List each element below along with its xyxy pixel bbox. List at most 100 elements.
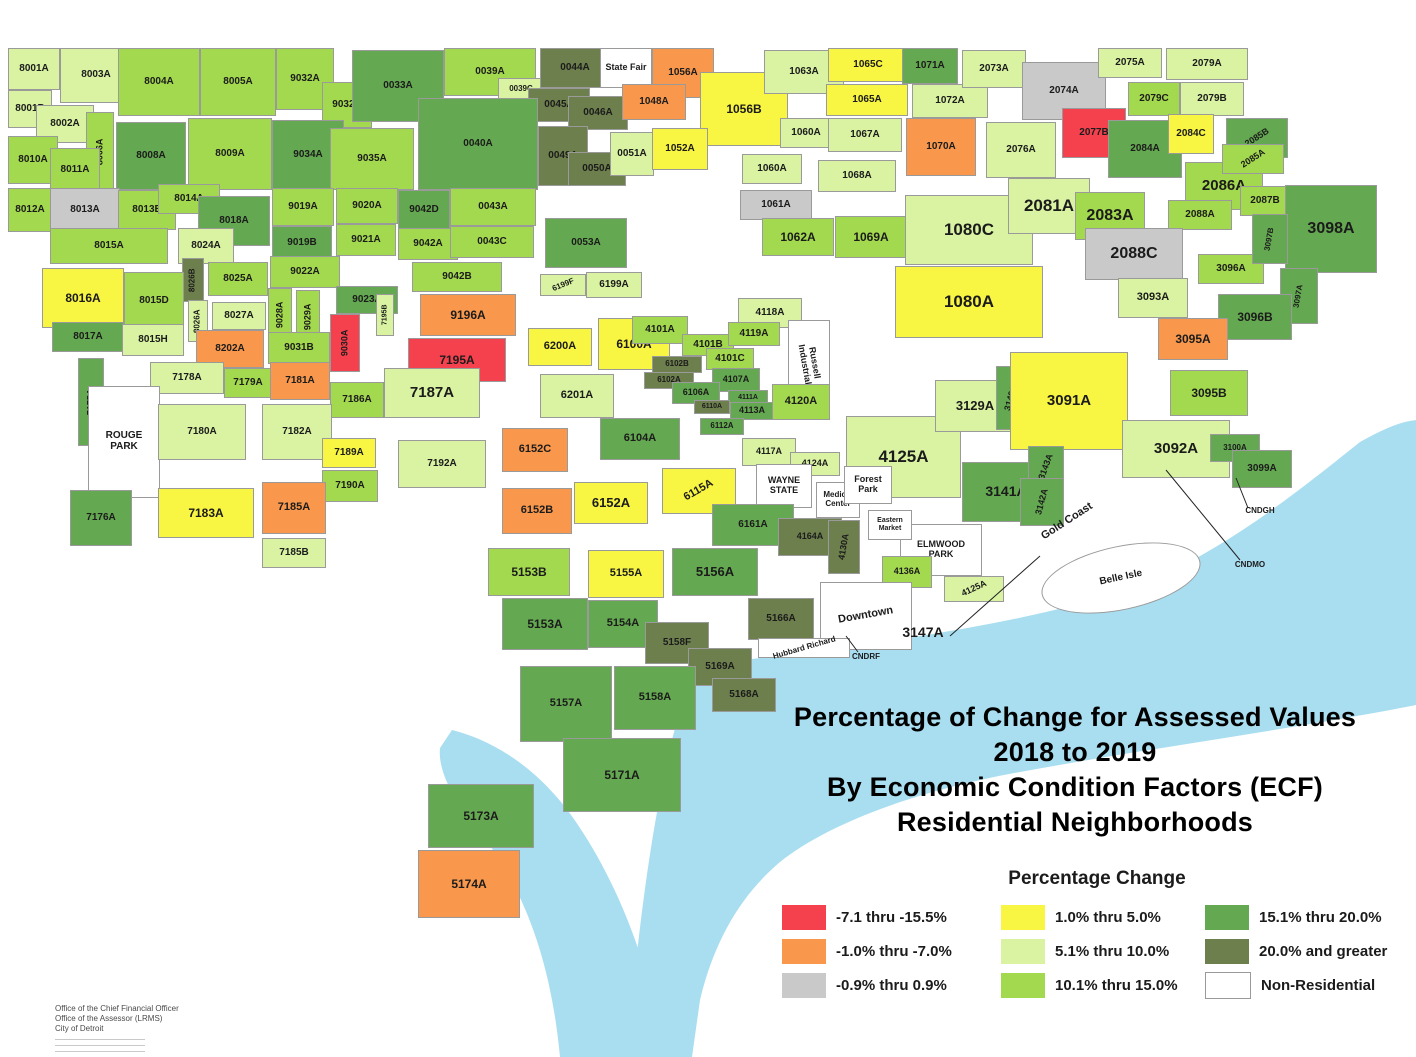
map-region-label: 4101B xyxy=(693,338,723,350)
map-region-label: 5154A xyxy=(606,617,640,630)
map-region-1072a: 1072A xyxy=(912,84,988,118)
map-region-label: 8014A xyxy=(174,192,204,204)
legend-item: -7.1 thru -15.5% xyxy=(782,900,997,934)
attribution-fine-print xyxy=(55,1048,145,1052)
map-region-label: 6106A xyxy=(682,387,710,398)
map-region-5156a: 5156A xyxy=(672,548,758,596)
map-region-label: 9030A xyxy=(339,329,350,357)
map-region-8026b: 8026B xyxy=(182,258,204,302)
map-region-7178a: 7178A xyxy=(150,362,224,394)
map-region-label: 2086A xyxy=(1201,176,1247,194)
map-region-label: 7183A xyxy=(188,505,224,520)
map-region-label: 3097A xyxy=(1291,283,1305,309)
map-region-label: 2076A xyxy=(1006,143,1036,155)
legend-label: 15.1% thru 20.0% xyxy=(1259,908,1382,926)
map-region-label: 6110A xyxy=(701,403,723,411)
map-region-label: 8027A xyxy=(224,309,254,321)
map-region-label: 9042A xyxy=(413,237,443,249)
map-region-label: 3141A xyxy=(985,483,1027,500)
map-region-label: 6115A xyxy=(681,477,716,504)
map-region-4101a: 4101A xyxy=(632,316,688,344)
map-region-label: Eastern Market xyxy=(877,517,903,532)
map-region-label: 6200A xyxy=(543,340,577,353)
map-region-label: 9021A xyxy=(351,233,381,245)
map-region-label: Russell Industrial xyxy=(796,343,823,386)
map-region-7186a: 7186A xyxy=(330,382,384,418)
map-region-2075a: 2075A xyxy=(1098,48,1162,78)
map-region-label: 3100A xyxy=(1223,442,1247,452)
map-region-label: 9023A xyxy=(352,293,382,305)
map-region-label: 9035A xyxy=(357,152,387,164)
map-region-label: 8008A xyxy=(136,149,166,161)
map-region-label: 1068A xyxy=(842,169,872,181)
map-region-5158a: 5158A xyxy=(614,666,696,730)
legend-swatch xyxy=(1205,904,1249,930)
map-region-3091a: 3091A xyxy=(1010,352,1128,450)
map-region-3095b: 3095B xyxy=(1170,370,1248,416)
map-region-label: 4101A xyxy=(645,323,675,335)
map-region-label: 1062A xyxy=(780,229,816,244)
map-region-label: 0053A xyxy=(571,236,601,248)
map-region-label: 2081A xyxy=(1023,195,1075,215)
legend-swatch xyxy=(1205,971,1251,999)
map-region-label: Forest Park xyxy=(854,474,882,494)
map-region-5153a: 5153A xyxy=(502,598,588,650)
map-region-8013a: 8013A xyxy=(50,188,120,232)
map-region-1065c: 1065C xyxy=(828,48,908,82)
map-region-7181a: 7181A xyxy=(270,362,330,400)
map-region-8015d: 8015D xyxy=(124,272,184,330)
map-region-label: 0039C xyxy=(509,83,533,93)
map-region-state-fair: State Fair xyxy=(600,48,652,88)
map-region-label: 9031B xyxy=(284,341,314,353)
map-region-label: 1052A xyxy=(665,142,695,154)
map-region-label: 5153B xyxy=(511,564,547,579)
map-region-label: 0033A xyxy=(383,79,413,91)
title-line-2: 2018 to 2019 xyxy=(993,737,1157,767)
map-region-label: 5171A xyxy=(604,767,640,782)
map-region-3098a: 3098A xyxy=(1285,185,1377,273)
map-region-label: 5166A xyxy=(766,612,796,624)
map-region-label: 2084A xyxy=(1130,142,1160,154)
map-region-label: 1069A xyxy=(853,229,889,244)
map-region-8024a: 8024A xyxy=(178,228,234,264)
map-region-label: 2079A xyxy=(1192,57,1222,69)
map-region-eastern-market: Eastern Market xyxy=(868,510,912,540)
map-region-5166a: 5166A xyxy=(748,598,814,640)
map-region-label: 0049A xyxy=(548,149,578,161)
map-region-5155a: 5155A xyxy=(588,550,664,598)
map-region-9042b: 9042B xyxy=(412,262,502,292)
legend-label: 1.0% thru 5.0% xyxy=(1055,908,1161,926)
map-region-6112a: 6112A xyxy=(700,418,744,435)
map-region-label: 3097B xyxy=(1262,226,1276,252)
map-region-label: 4107A xyxy=(722,374,750,385)
map-region-label: 5158A xyxy=(638,691,672,704)
map-region-9042a: 9042A xyxy=(398,228,458,260)
map-region-cndrf: CNDRF xyxy=(842,650,890,664)
map-region-8015h: 8015H xyxy=(122,324,184,356)
legend-label: 5.1% thru 10.0% xyxy=(1055,942,1170,960)
map-region-label: 3098A xyxy=(1307,220,1355,238)
map-region-label: 0051A xyxy=(617,147,647,159)
map-region-label: 8015D xyxy=(139,294,169,306)
map-region-7183a: 7183A xyxy=(158,488,254,538)
map-region-7185a: 7185A xyxy=(262,482,326,534)
map-region-label: 6152A xyxy=(591,494,631,510)
map-region-2084c: 2084C xyxy=(1168,114,1214,154)
map-region-6201a: 6201A xyxy=(540,374,614,418)
map-region-2088c: 2088C xyxy=(1085,228,1183,280)
map-region-5171a: 5171A xyxy=(563,738,681,812)
map-region-0053a: 0053A xyxy=(545,218,627,268)
map-region-4130a: 4130A xyxy=(828,520,860,574)
map-region-3095a: 3095A xyxy=(1158,318,1228,360)
legend-item: 20.0% and greater xyxy=(1205,934,1415,968)
map-region-2087b: 2087B xyxy=(1240,186,1290,216)
map-region-9035a: 9035A xyxy=(330,128,414,190)
map-region-label: 5153A xyxy=(527,616,563,631)
map-region-label: 2083A xyxy=(1086,207,1134,225)
map-region-8202a: 8202A xyxy=(196,330,264,368)
map-region-6110a: 6110A xyxy=(694,400,730,414)
map-region-7195b: 7195B xyxy=(376,294,394,336)
map-region-label: 5158F xyxy=(662,636,692,648)
map-region-3096b: 3096B xyxy=(1218,294,1292,340)
map-region-label: 6104A xyxy=(623,432,657,445)
